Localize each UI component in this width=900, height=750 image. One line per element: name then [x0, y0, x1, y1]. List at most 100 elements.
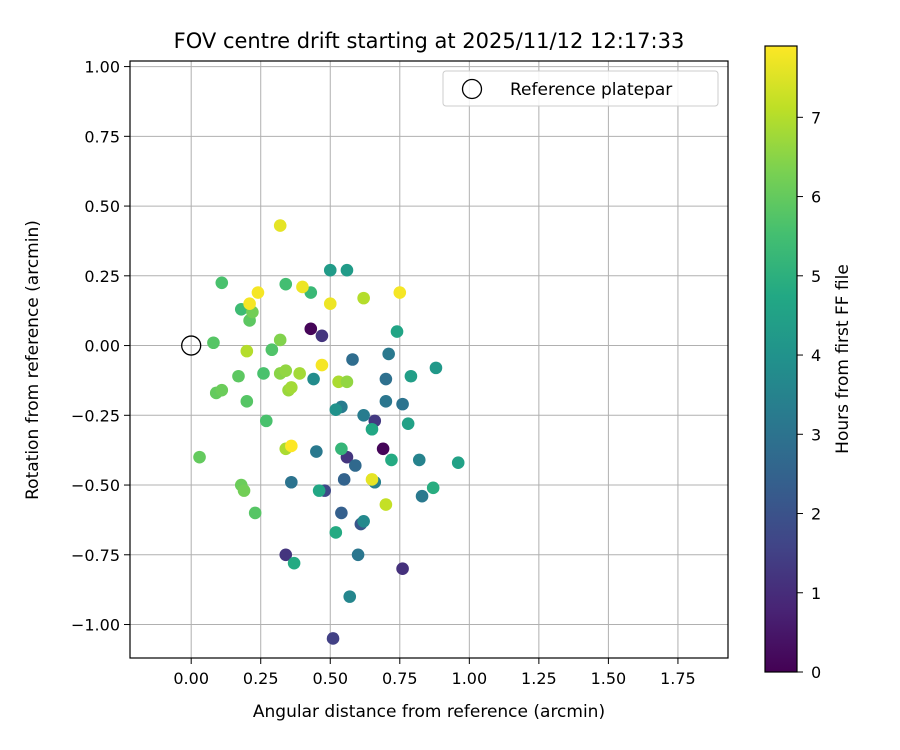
data-point — [382, 347, 395, 361]
plot-frame — [129, 60, 729, 659]
data-point — [337, 473, 351, 486]
x-axis: 0.00 0.25 0.50 0.75 1.00 1.25 1.50 1.75 — [173, 658, 696, 688]
x-tick-label: 1.50 — [591, 669, 627, 688]
legend-marker-icon — [461, 78, 483, 100]
data-point — [379, 498, 393, 511]
data-point — [415, 489, 429, 503]
data-point — [323, 263, 337, 277]
data-point — [240, 344, 254, 358]
colorbar-tick-label: 5 — [811, 267, 821, 286]
data-point — [343, 590, 357, 603]
y-tick-label: −0.75 — [71, 546, 120, 565]
colorbar-tick-label: 1 — [811, 584, 821, 603]
data-point — [240, 395, 254, 408]
data-point — [304, 322, 318, 336]
y-tick-label: 0.50 — [84, 197, 120, 216]
data-point — [232, 369, 245, 383]
y-tick-label: −0.50 — [71, 476, 120, 495]
y-tick-label: 0.00 — [84, 337, 120, 356]
data-point — [365, 473, 379, 486]
data-point — [335, 506, 348, 520]
data-point — [329, 526, 343, 539]
data-point — [390, 325, 404, 338]
data-point — [404, 369, 418, 383]
data-point — [429, 361, 443, 375]
data-point — [357, 515, 370, 528]
reference-platepar-marker — [181, 335, 202, 356]
data-point — [207, 336, 220, 350]
y-axis-label: Rotation from reference (arcmin) — [23, 220, 43, 500]
data-point — [365, 422, 379, 436]
data-point — [396, 562, 409, 576]
data-point — [273, 219, 287, 232]
chart-title: FOV centre drift starting at 2025/11/12 … — [174, 29, 685, 53]
x-tick-label: 0.75 — [382, 669, 418, 688]
data-point — [237, 484, 251, 497]
data-point — [312, 484, 326, 497]
data-point — [307, 372, 320, 386]
data-point — [379, 372, 393, 386]
data-point — [335, 442, 348, 456]
x-tick-label: 1.00 — [452, 669, 488, 688]
data-point — [285, 475, 298, 489]
y-tick-label: −1.00 — [71, 616, 120, 635]
data-point — [285, 439, 298, 453]
colorbar: 0 1 2 3 4 5 6 7 Hours from first FF file — [764, 45, 853, 682]
colorbar-tick-label: 0 — [811, 663, 821, 682]
data-point — [451, 456, 465, 470]
data-point — [285, 381, 298, 394]
data-point — [315, 358, 329, 372]
grid — [130, 61, 728, 658]
data-point — [315, 329, 329, 343]
colorbar-tick-label: 6 — [811, 188, 821, 207]
data-point — [426, 481, 440, 495]
data-point — [401, 417, 415, 430]
data-point — [259, 414, 273, 428]
data-point — [357, 291, 370, 305]
y-axis: 1.00 0.75 0.50 0.25 0.00 −0.25 −0.50 −0.75 −1.00 — [71, 58, 130, 635]
data-point — [379, 395, 393, 408]
data-point — [323, 297, 337, 311]
data-point — [385, 453, 398, 467]
data-point — [340, 375, 354, 389]
x-tick-label: 1.25 — [521, 669, 557, 688]
data-point — [279, 277, 293, 291]
data-point — [243, 297, 256, 311]
x-tick-label: 0.25 — [243, 669, 279, 688]
data-point — [287, 556, 301, 570]
data-point — [310, 445, 323, 458]
data-point — [351, 548, 365, 562]
data-point — [251, 286, 265, 299]
data-point — [296, 280, 309, 294]
data-point — [265, 343, 279, 357]
y-tick-label: 0.25 — [84, 267, 120, 286]
data-point — [257, 367, 270, 380]
colorbar-tick-label: 2 — [811, 505, 821, 524]
x-axis-label: Angular distance from reference (arcmin) — [253, 702, 605, 722]
y-tick-label: −0.25 — [71, 406, 120, 425]
colorbar-ticks: 0 1 2 3 4 5 6 7 — [797, 108, 821, 682]
colorbar-tick-label: 3 — [811, 425, 821, 444]
colorbar-gradient — [764, 45, 798, 673]
data-point — [340, 263, 354, 277]
data-point — [293, 367, 306, 380]
legend-entry-reference: Reference platepar — [510, 80, 672, 100]
reference-marker-layer — [181, 335, 202, 356]
data-point — [329, 403, 343, 417]
data-point — [279, 364, 293, 377]
legend-box — [442, 70, 719, 107]
data-point — [376, 442, 390, 456]
x-tick-label: 0.00 — [173, 669, 209, 688]
colorbar-tick-label: 7 — [811, 108, 821, 127]
colorbar-label: Hours from first FF file — [833, 264, 853, 454]
data-point — [215, 383, 229, 397]
data-point — [396, 397, 409, 411]
y-tick-label: 1.00 — [84, 58, 120, 77]
data-point — [346, 353, 359, 366]
data-point — [326, 632, 340, 645]
data-point — [412, 453, 426, 467]
data-point — [348, 459, 362, 472]
data-point — [393, 286, 407, 299]
y-tick-label: 0.75 — [84, 127, 120, 146]
